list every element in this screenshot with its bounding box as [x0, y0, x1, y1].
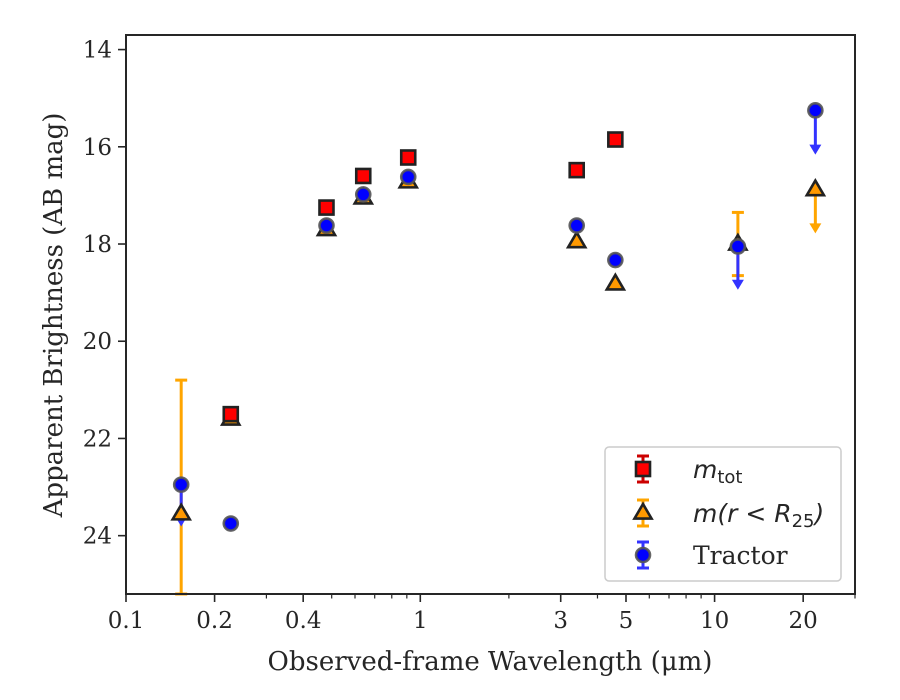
legend-square-marker — [634, 460, 652, 478]
x-tick-label: 0.4 — [285, 608, 322, 634]
circle-marker — [807, 102, 824, 119]
y-tick-label: 22 — [83, 426, 112, 452]
circle-marker — [729, 238, 747, 255]
circle-marker — [222, 515, 240, 532]
x-tick-label: 1 — [413, 608, 428, 634]
legend-entry-label: mtot — [693, 455, 743, 488]
limit-arrow-head — [809, 223, 822, 234]
x-tick-label: 20 — [789, 608, 818, 634]
triangle-marker — [170, 502, 193, 521]
x-tick-label: 5 — [619, 608, 634, 634]
square-marker — [607, 131, 624, 148]
y-tick-label: 18 — [83, 232, 112, 258]
circle-marker — [318, 217, 335, 234]
y-axis-label: Apparent Brightness (AB mag) — [39, 113, 69, 519]
x-tick-label: 0.2 — [196, 608, 233, 634]
triangle-marker — [804, 178, 827, 197]
plot-frame — [125, 34, 856, 595]
legend-frame — [604, 446, 842, 582]
circle-marker — [172, 476, 190, 493]
circle-marker — [568, 217, 586, 234]
legend-entry-label: Tractor — [693, 541, 788, 570]
circle-marker — [354, 186, 372, 203]
y-tick-label: 20 — [83, 329, 112, 355]
square-marker — [354, 167, 372, 185]
x-tick-label: 0.1 — [108, 608, 145, 634]
legend: mtot m(r < R25) Tractor — [604, 446, 842, 582]
circle-marker — [607, 251, 624, 269]
square-marker — [399, 149, 417, 166]
y-tick-label: 14 — [83, 38, 112, 64]
legend-entry-label: m(r < R25) — [693, 499, 824, 532]
x-axis-label: Observed-frame Wavelength (μm) — [268, 647, 713, 677]
limit-arrow-head — [809, 144, 822, 155]
y-tick-label: 24 — [83, 524, 112, 550]
triangle-marker — [604, 272, 627, 291]
x-tick-label: 3 — [553, 608, 568, 634]
y-tick-label: 16 — [83, 135, 112, 161]
square-marker — [568, 161, 586, 179]
circle-marker — [399, 168, 417, 186]
legend-triangle-marker — [632, 501, 654, 520]
square-marker — [222, 405, 240, 423]
triangle-marker — [565, 230, 588, 249]
limit-arrow-head — [731, 279, 744, 290]
legend-circle-marker — [634, 546, 652, 564]
x-tick-label: 10 — [700, 608, 729, 634]
square-marker — [318, 199, 335, 216]
